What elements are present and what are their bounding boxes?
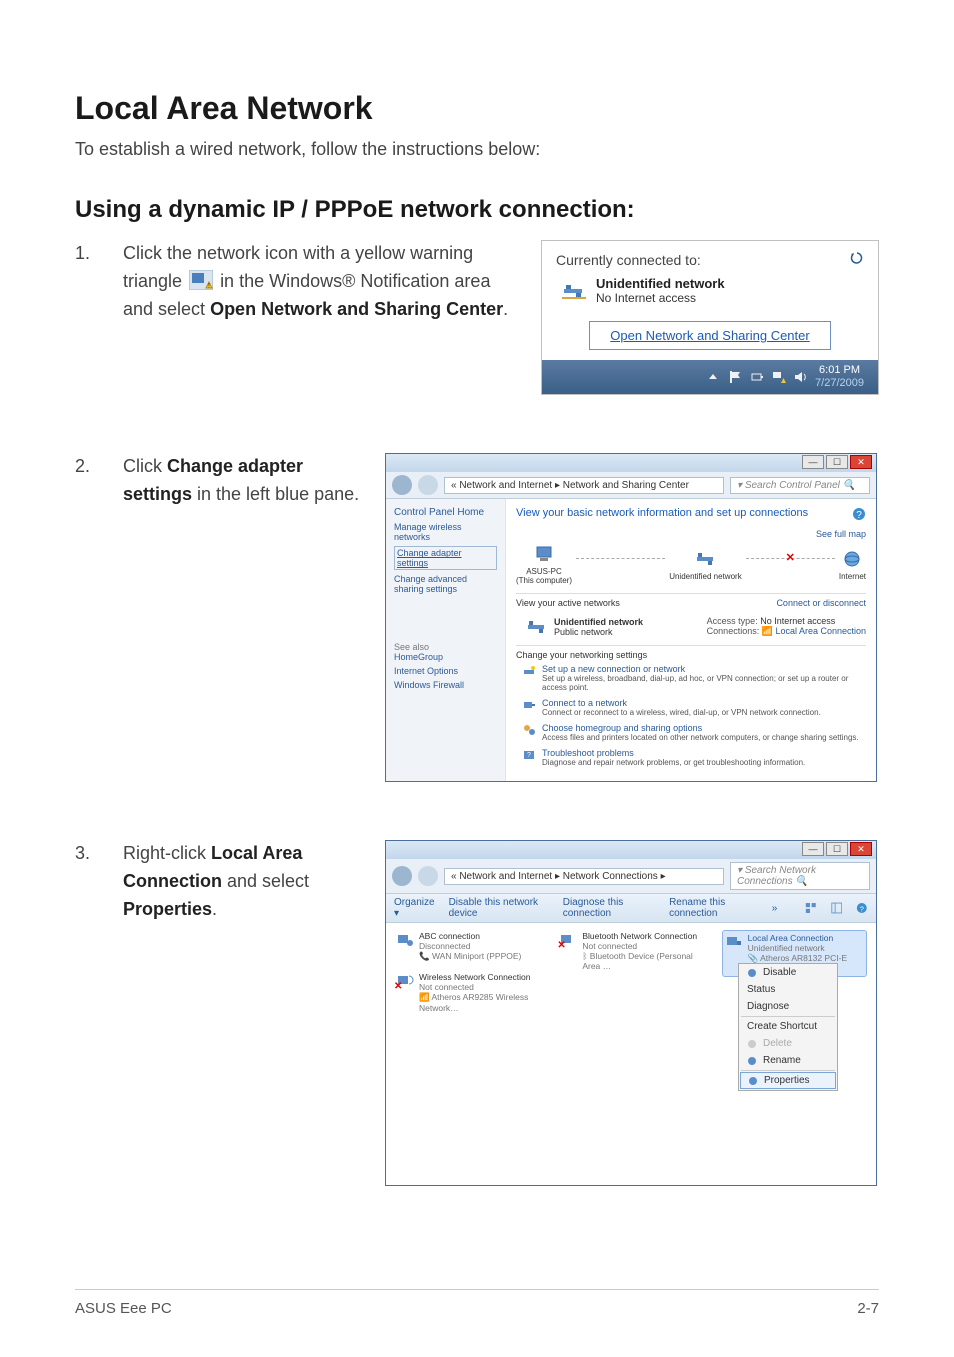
unidentified-network-label: Unidentified network xyxy=(554,617,643,627)
left-pane: Control Panel Home Manage wireless netwo… xyxy=(386,499,506,781)
control-panel-home-link[interactable]: Control Panel Home xyxy=(394,507,497,518)
page-title: Local Area Network xyxy=(75,90,879,127)
step-number: 3. xyxy=(75,840,103,924)
local-area-connection[interactable]: Local Area Connection xyxy=(748,933,864,943)
wireless-connection[interactable]: Wireless Network Connection xyxy=(419,972,539,982)
step-3-text: Right-click Local Area Connection and se… xyxy=(123,840,365,924)
change-settings-label: Change your networking settings xyxy=(516,650,866,660)
power-icon[interactable] xyxy=(749,369,765,385)
taskbar: 6:01 PM 7/27/2009 xyxy=(542,360,878,394)
maximize-button[interactable]: ☐ xyxy=(826,455,848,469)
ctx-properties[interactable]: Properties xyxy=(740,1072,836,1089)
connection-icon xyxy=(396,931,414,949)
close-button[interactable]: ✕ xyxy=(850,455,872,469)
forward-button[interactable] xyxy=(418,475,438,495)
network-connections-window: — ☐ ✕ « Network and Internet ▸ Network C… xyxy=(385,840,877,1186)
connect-disconnect-link[interactable]: Connect or disconnect xyxy=(776,598,866,608)
step-1-text: Click the network icon with a yellow war… xyxy=(123,240,521,324)
svg-text:?: ? xyxy=(527,752,531,759)
ctx-rename[interactable]: Rename xyxy=(739,1052,837,1069)
network-item-icon xyxy=(526,618,548,636)
ctx-diagnose[interactable]: Diagnose xyxy=(739,998,837,1015)
abc-connection[interactable]: ABC connection xyxy=(419,931,521,941)
troubleshoot-icon: ? xyxy=(522,748,536,762)
ctx-disable[interactable]: Disable xyxy=(739,964,837,981)
refresh-icon[interactable] xyxy=(850,251,864,268)
bluetooth-connection[interactable]: Bluetooth Network Connection xyxy=(582,931,702,941)
minimize-button[interactable]: — xyxy=(802,842,824,856)
see-also-label: See also xyxy=(394,642,497,652)
wireless-icon: ✕ xyxy=(396,972,414,990)
footer-right: 2-7 xyxy=(857,1300,879,1317)
internet-options-link[interactable]: Internet Options xyxy=(394,666,497,676)
step-number: 1. xyxy=(75,240,103,324)
homegroup-icon xyxy=(522,723,536,737)
globe-icon xyxy=(842,550,862,568)
homegroup-link[interactable]: HomeGroup xyxy=(394,652,497,662)
help-icon[interactable]: ? xyxy=(856,901,868,915)
change-advanced-link[interactable]: Change advanced sharing settings xyxy=(394,574,497,594)
unidentified-network-label: Unidentified network xyxy=(596,276,725,291)
network-sharing-window: — ☐ ✕ « Network and Internet ▸ Network a… xyxy=(385,453,877,782)
open-network-center-link[interactable]: Open Network and Sharing Center xyxy=(610,328,809,343)
manage-wireless-link[interactable]: Manage wireless networks xyxy=(394,522,497,542)
breadcrumb[interactable]: « Network and Internet ▸ Network Connect… xyxy=(444,868,724,885)
intro-text: To establish a wired network, follow the… xyxy=(75,139,879,160)
connect-network-link[interactable]: Connect to a network xyxy=(542,698,821,708)
see-full-map-link[interactable]: See full map xyxy=(516,529,866,539)
firewall-link[interactable]: Windows Firewall xyxy=(394,680,497,690)
network-tray-icon[interactable] xyxy=(771,369,787,385)
show-hidden-icon[interactable] xyxy=(705,369,721,385)
change-adapter-link[interactable]: Change adapter settings xyxy=(394,546,497,570)
lan-icon xyxy=(725,933,743,951)
troubleshoot-link[interactable]: Troubleshoot problems xyxy=(542,748,805,758)
lac-link[interactable]: Local Area Connection xyxy=(775,626,866,636)
popup-connected-label: Currently connected to: xyxy=(556,252,701,268)
forward-button[interactable] xyxy=(418,866,438,886)
section-heading: Using a dynamic IP / PPPoE network conne… xyxy=(75,196,879,224)
help-icon[interactable]: ? xyxy=(852,507,866,521)
flag-icon[interactable] xyxy=(727,369,743,385)
search-input[interactable]: ▾ Search Control Panel 🔍 xyxy=(730,477,870,494)
step-2-text: Click Change adapter settings in the lef… xyxy=(123,453,365,509)
pane-icon[interactable] xyxy=(831,901,843,915)
ctx-shortcut[interactable]: Create Shortcut xyxy=(739,1018,837,1035)
setup-icon xyxy=(522,664,536,678)
breadcrumb[interactable]: « Network and Internet ▸ Network and Sha… xyxy=(444,477,724,494)
setup-connection-link[interactable]: Set up a new connection or network xyxy=(542,664,866,674)
maximize-button[interactable]: ☐ xyxy=(826,842,848,856)
homegroup-options-link[interactable]: Choose homegroup and sharing options xyxy=(542,723,859,733)
footer-left: ASUS Eee PC xyxy=(75,1300,172,1317)
computer-icon xyxy=(534,545,554,563)
minimize-button[interactable]: — xyxy=(802,455,824,469)
bluetooth-icon: ✕ xyxy=(559,931,577,949)
diagnose-button[interactable]: Diagnose this connection xyxy=(563,897,655,919)
main-title: View your basic network information and … xyxy=(516,507,808,519)
network-icon xyxy=(695,550,715,568)
view-icon[interactable] xyxy=(805,901,817,915)
svg-text:?: ? xyxy=(856,510,862,521)
view-active-label: View your active networks xyxy=(516,598,620,608)
svg-text:?: ? xyxy=(860,905,864,914)
ctx-status[interactable]: Status xyxy=(739,981,837,998)
network-popup: Currently connected to: Unidentified net… xyxy=(541,240,879,395)
close-button[interactable]: ✕ xyxy=(850,842,872,856)
context-menu: Disable Status Diagnose Create Shortcut … xyxy=(738,963,838,1091)
disable-device-button[interactable]: Disable this network device xyxy=(449,897,549,919)
organize-menu[interactable]: Organize ▾ xyxy=(394,897,435,919)
network-warning-icon: ! xyxy=(189,270,213,290)
connect-icon xyxy=(522,698,536,712)
rename-button[interactable]: Rename this connection xyxy=(669,897,758,919)
public-network-label: Public network xyxy=(554,627,643,637)
search-input[interactable]: ▾ Search Network Connections 🔍 xyxy=(730,862,870,890)
system-clock[interactable]: 6:01 PM 7/27/2009 xyxy=(815,364,864,390)
step-number: 2. xyxy=(75,453,103,509)
network-icon xyxy=(562,281,586,301)
ctx-delete[interactable]: Delete xyxy=(739,1035,837,1052)
volume-icon[interactable] xyxy=(793,369,809,385)
more-button[interactable]: » xyxy=(772,903,778,914)
back-button[interactable] xyxy=(392,475,412,495)
back-button[interactable] xyxy=(392,866,412,886)
no-internet-label: No Internet access xyxy=(596,291,725,305)
